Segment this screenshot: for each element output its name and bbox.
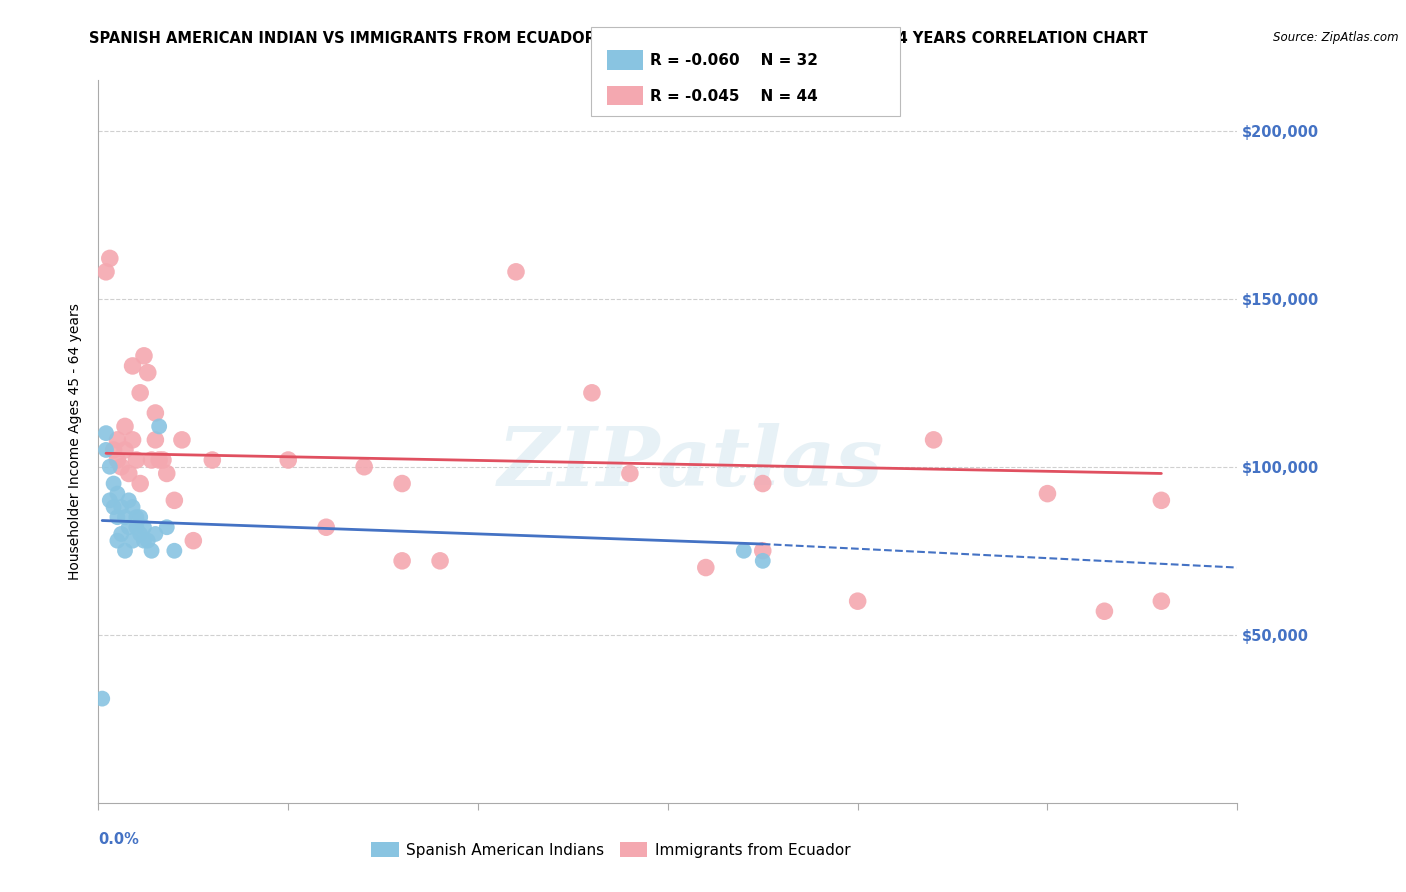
Point — [107, 433, 129, 447]
Point — [156, 467, 179, 481]
Point — [136, 366, 159, 380]
Point — [114, 442, 136, 457]
Point — [121, 359, 143, 373]
Point — [129, 510, 152, 524]
Point — [353, 459, 375, 474]
Text: Source: ZipAtlas.com: Source: ZipAtlas.com — [1274, 31, 1399, 45]
Text: ZIPatlas: ZIPatlas — [498, 423, 883, 503]
Point — [145, 433, 167, 447]
Point — [1150, 493, 1173, 508]
Point — [132, 349, 155, 363]
Point — [201, 453, 224, 467]
Point — [163, 543, 186, 558]
Point — [141, 543, 163, 558]
Point — [183, 533, 205, 548]
Point — [129, 476, 152, 491]
Point — [132, 520, 155, 534]
Point — [695, 560, 717, 574]
Point — [846, 594, 869, 608]
Point — [98, 459, 121, 474]
Point — [391, 476, 413, 491]
Y-axis label: Householder Income Ages 45 - 64 years: Householder Income Ages 45 - 64 years — [69, 303, 83, 580]
Point — [103, 500, 125, 514]
Point — [429, 554, 451, 568]
Point — [125, 520, 148, 534]
Point — [94, 265, 117, 279]
Point — [129, 385, 152, 400]
Point — [733, 543, 755, 558]
Text: SPANISH AMERICAN INDIAN VS IMMIGRANTS FROM ECUADOR HOUSEHOLDER INCOME AGES 45 - : SPANISH AMERICAN INDIAN VS IMMIGRANTS FR… — [89, 31, 1149, 46]
Point — [98, 252, 121, 266]
Point — [1094, 604, 1116, 618]
Point — [125, 510, 148, 524]
Point — [107, 533, 129, 548]
Point — [91, 691, 114, 706]
Point — [114, 419, 136, 434]
Point — [114, 543, 136, 558]
Text: R = -0.045    N = 44: R = -0.045 N = 44 — [650, 89, 817, 103]
Point — [107, 510, 129, 524]
Point — [391, 554, 413, 568]
Point — [619, 467, 641, 481]
Point — [94, 442, 117, 457]
Point — [125, 453, 148, 467]
Text: 0.0%: 0.0% — [98, 831, 139, 847]
Point — [118, 520, 141, 534]
Point — [922, 433, 945, 447]
Point — [141, 453, 163, 467]
Point — [94, 426, 117, 441]
Legend: Spanish American Indians, Immigrants from Ecuador: Spanish American Indians, Immigrants fro… — [366, 836, 856, 863]
Point — [121, 533, 143, 548]
Point — [148, 453, 170, 467]
Point — [581, 385, 603, 400]
Point — [110, 459, 132, 474]
Point — [98, 493, 121, 508]
Point — [145, 527, 167, 541]
Point — [277, 453, 299, 467]
Point — [152, 453, 174, 467]
Point — [1036, 486, 1059, 500]
Point — [107, 486, 129, 500]
Point — [148, 419, 170, 434]
Point — [110, 500, 132, 514]
Point — [1150, 594, 1173, 608]
Point — [752, 543, 775, 558]
Point — [752, 554, 775, 568]
Point — [170, 433, 193, 447]
Point — [129, 527, 152, 541]
Point — [505, 265, 527, 279]
Point — [103, 442, 125, 457]
Point — [136, 533, 159, 548]
Point — [121, 500, 143, 514]
Point — [156, 520, 179, 534]
Point — [103, 476, 125, 491]
Point — [107, 453, 129, 467]
Point — [118, 493, 141, 508]
Point — [315, 520, 337, 534]
Point — [132, 533, 155, 548]
Point — [121, 433, 143, 447]
Point — [114, 510, 136, 524]
Text: R = -0.060    N = 32: R = -0.060 N = 32 — [650, 54, 817, 68]
Point — [145, 406, 167, 420]
Point — [118, 467, 141, 481]
Point — [163, 493, 186, 508]
Point — [752, 476, 775, 491]
Point — [110, 527, 132, 541]
